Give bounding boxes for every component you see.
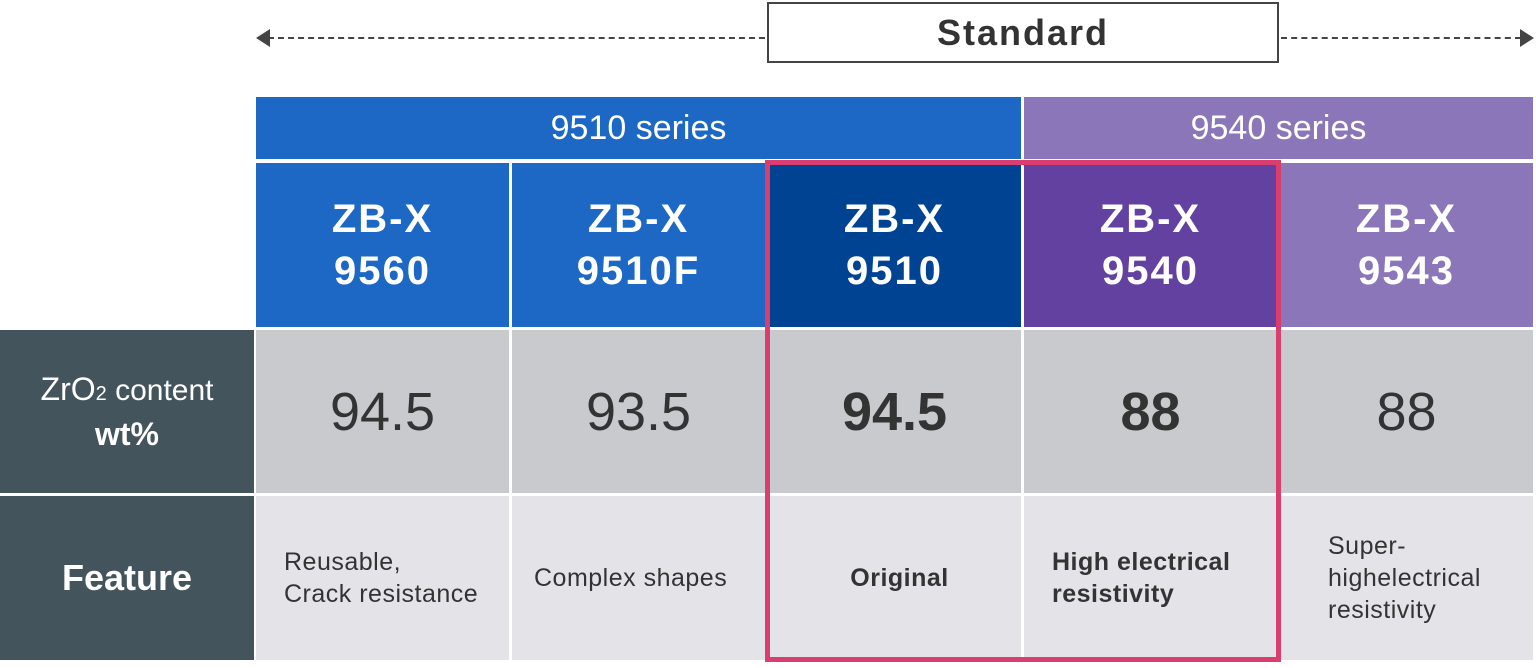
standard-range-line-right (1281, 37, 1521, 39)
product-line2: 9510F (576, 249, 701, 293)
product-line2: 9560 (334, 249, 431, 293)
feature-text: High electrical resistivity (1052, 548, 1231, 608)
feature-cell-9510: Original (768, 496, 1021, 660)
product-line1: ZB-X (1355, 197, 1458, 241)
product-header-9510: ZB-X 9510 (768, 163, 1021, 327)
product-line2: 9543 (1358, 249, 1455, 293)
feature-text: Original (850, 564, 949, 592)
arrow-right-icon (1520, 29, 1534, 47)
standard-range-line-left (268, 37, 765, 39)
feature-cell-9510f: Complex shapes (512, 496, 765, 660)
arrow-left-icon (256, 29, 270, 47)
series-9540-header: 9540 series (1024, 97, 1533, 159)
product-line1: ZB-X (1099, 197, 1202, 241)
series-9510-header: 9510 series (256, 97, 1021, 159)
feature-cell-9560: Reusable, Crack resistance (256, 496, 509, 660)
zro2-subscript: 2 (95, 383, 107, 405)
product-line2: 9510 (846, 249, 943, 293)
row-header-zro2-content: ZrO2 content wt% (0, 330, 254, 493)
feature-cell-9540: High electrical resistivity (1024, 496, 1277, 660)
content-value-9543: 88 (1280, 330, 1533, 493)
feature-text: Reusable, Crack resistance (284, 548, 479, 608)
content-label: content (106, 374, 214, 407)
product-header-9540: ZB-X 9540 (1024, 163, 1277, 327)
feature-cell-9543: Super- highelectrical resistivity (1280, 496, 1533, 660)
product-line2: 9540 (1102, 249, 1199, 293)
row-header-feature: Feature (0, 496, 254, 660)
product-header-9560: ZB-X 9560 (256, 163, 509, 327)
product-header-9543: ZB-X 9543 (1280, 163, 1533, 327)
content-value-9560: 94.5 (256, 330, 509, 493)
product-line1: ZB-X (331, 197, 434, 241)
unit-label: wt% (95, 416, 159, 452)
content-value-9510f: 93.5 (512, 330, 765, 493)
content-value-9510: 94.5 (768, 330, 1021, 493)
feature-text: Super- highelectrical resistivity (1328, 532, 1481, 624)
feature-text: Complex shapes (534, 564, 728, 592)
standard-label: Standard (767, 2, 1279, 63)
standard-highlight-frame (765, 160, 1281, 662)
product-line1: ZB-X (587, 197, 690, 241)
content-value-9540: 88 (1024, 330, 1277, 493)
product-header-9510f: ZB-X 9510F (512, 163, 765, 327)
product-line1: ZB-X (843, 197, 946, 241)
zro2-label: ZrO (40, 371, 96, 407)
